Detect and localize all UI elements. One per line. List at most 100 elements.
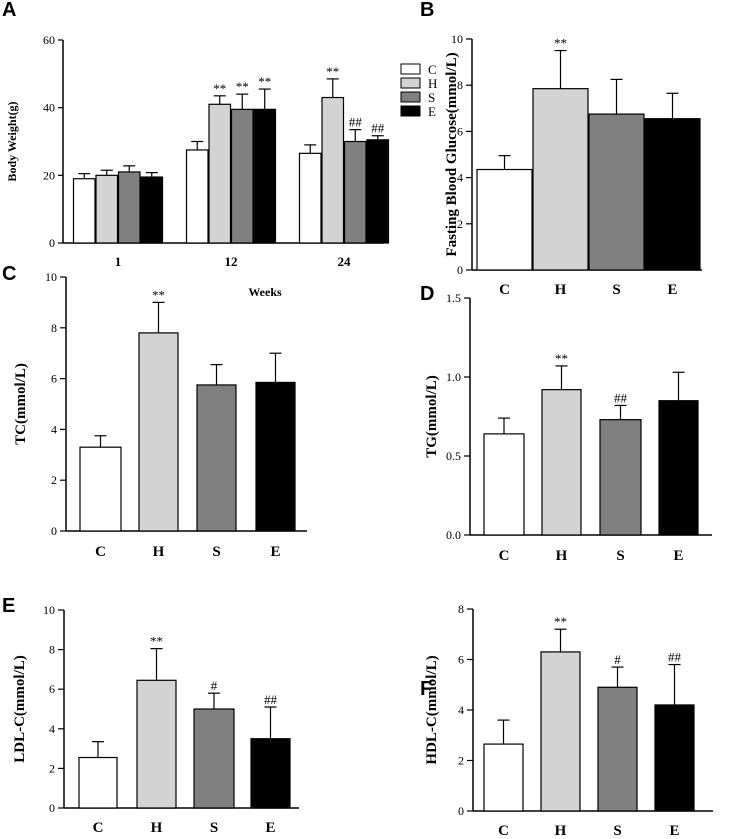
panel-f-y-tick-label: 0	[458, 804, 464, 818]
panel-d-x-tick-label: C	[499, 548, 510, 564]
panel-a-bar-h-12-annotation: **	[213, 81, 226, 96]
panel-b-bar-e	[644, 118, 701, 271]
panel-d-x-tick-label: H	[556, 548, 568, 564]
panel-d-y-tick-label: 1.0	[446, 370, 461, 384]
panel-a-bar-s-12-annotation: **	[236, 79, 249, 94]
panel-a-bar-h-1	[95, 174, 119, 244]
panel-f-y-axis-title: HDL-C(mmol/L)	[424, 655, 440, 764]
panel-c-bar-c	[79, 446, 122, 532]
panel-d-bar-h	[541, 389, 582, 536]
panel-a-y-tick-label: 40	[43, 101, 55, 115]
panel-c-y-tick-label: 6	[51, 372, 57, 386]
panel-a-letter: A	[2, 0, 16, 21]
panel-a-y-tick-label: 60	[43, 33, 55, 47]
legend-swatch-s	[400, 91, 421, 103]
panel-b-bar-h-annotation: **	[554, 36, 567, 51]
panel-c-y-tick-label: 0	[51, 524, 57, 538]
panel-d-y-tick-label: 1.5	[446, 291, 461, 305]
panel-c-y-tick-label: 4	[51, 422, 57, 436]
panel-f-y-tick-label: 2	[458, 754, 464, 768]
panel-f-bar-s-annotation: #	[614, 652, 621, 667]
panel-f-x-tick-label: E	[669, 823, 679, 839]
panel-d-letter: D	[420, 283, 434, 305]
panel-e-y-tick-label: 2	[49, 761, 55, 775]
panel-a-bar-h-24	[321, 96, 345, 244]
panel-f-x-tick-label: S	[613, 823, 621, 839]
panel-b-x-tick-label: H	[555, 282, 567, 298]
panel-b-y-tick-label: 4	[457, 171, 463, 185]
panel-c-y-tick-label: 10	[45, 270, 57, 284]
panel-e-y-tick-label: 8	[49, 643, 55, 657]
panel-a-bar-c-1	[72, 178, 96, 244]
panel-d-bar-e	[658, 400, 699, 536]
panel-d-bar-s	[599, 419, 642, 536]
legend-swatch-c	[400, 63, 421, 75]
panel-e-x-tick-label: C	[93, 820, 104, 836]
panel-d-y-tick-label: 0.5	[446, 449, 461, 463]
panel-c-x-tick-label: C	[95, 544, 106, 560]
panel-f-bar-e	[654, 704, 695, 812]
panel-d-bar-h-annotation: **	[555, 351, 568, 366]
legend-label-e: E	[428, 104, 436, 119]
panel-e-y-axis-title: LDL-C(mmol/L)	[12, 655, 28, 763]
panel-e-bar-h	[136, 679, 177, 809]
panel-f-bar-e-annotation: ##	[668, 650, 682, 665]
panel-f-y-tick-label: 8	[458, 602, 464, 616]
panel-a-bar-e-24-annotation: ##	[371, 121, 385, 136]
panel-b-bar-h	[532, 88, 589, 271]
panel-e-x-tick-label: H	[151, 820, 163, 836]
panel-d-bar-c	[483, 433, 525, 536]
panel-c-y-axis-title: TC(mmol/L)	[13, 363, 29, 445]
panel-a-y-tick-label: 20	[43, 168, 55, 182]
panel-a-bar-e-12	[253, 108, 277, 244]
panel-f-letter: F	[420, 678, 432, 700]
panel-b-letter: B	[420, 0, 434, 21]
panel-a-x-tick-label: 1	[115, 254, 122, 269]
legend-swatch-h	[400, 77, 421, 89]
panel-e-bar-h-annotation: **	[150, 634, 163, 649]
panel-b-bar-s	[588, 113, 645, 271]
panel-a-bar-s-24-annotation: ##	[349, 115, 363, 130]
panel-e-x-tick-label: E	[265, 820, 275, 836]
panel-e-bar-c	[78, 756, 118, 809]
panel-f-bar-h-annotation: **	[554, 614, 567, 629]
panel-b-bar-c	[476, 168, 533, 271]
panel-a-bar-c-24	[298, 152, 322, 244]
panel-c-bar-h-annotation: **	[152, 287, 165, 302]
panel-b-y-tick-label: 2	[457, 217, 463, 231]
panel-e-x-tick-label: S	[210, 820, 218, 836]
panel-f-y-tick-label: 4	[458, 703, 464, 717]
legend-label-c: C	[428, 62, 437, 77]
panel-d-x-tick-label: E	[673, 548, 683, 564]
panel-a-bar-s-24	[343, 140, 367, 244]
panel-a-bar-s-1	[117, 171, 141, 244]
panel-e-bar-s-annotation: #	[211, 678, 218, 693]
panel-e-y-tick-label: 10	[43, 603, 55, 617]
panel-f-x-tick-label: C	[498, 823, 509, 839]
panel-b-y-tick-label: 10	[451, 32, 463, 46]
panel-a-y-axis-title: Body Weight(g)	[5, 101, 19, 181]
panel-e-y-tick-label: 4	[49, 722, 55, 736]
panel-d-x-tick-label: S	[616, 548, 624, 564]
panel-f-bar-h	[540, 651, 581, 812]
panel-a-x-axis-title: Weeks	[248, 285, 282, 299]
panel-a-bar-s-12	[230, 108, 254, 244]
panel-c-x-tick-label: S	[212, 544, 220, 560]
panel-b-x-tick-label: C	[499, 282, 510, 298]
panel-a-bar-e-24	[366, 139, 390, 244]
panel-b-y-tick-label: 8	[457, 78, 463, 92]
panel-f-bar-s	[597, 686, 638, 812]
panel-e-bar-s	[193, 708, 235, 809]
panel-c-x-tick-label: H	[153, 544, 165, 560]
panel-e-bar-e	[250, 738, 291, 809]
panel-c-bar-s	[196, 384, 237, 532]
panel-a-bar-h-12	[208, 103, 232, 244]
panel-b-y-tick-label: 6	[457, 124, 463, 138]
panel-f-bar-c	[483, 743, 524, 812]
panel-e-y-tick-label: 6	[49, 682, 55, 696]
panel-f-x-tick-label: H	[555, 823, 567, 839]
panel-c-y-tick-label: 2	[51, 473, 57, 487]
panel-d-y-axis-title: TG(mmol/L)	[424, 375, 440, 458]
legend-swatch-e	[400, 105, 421, 117]
